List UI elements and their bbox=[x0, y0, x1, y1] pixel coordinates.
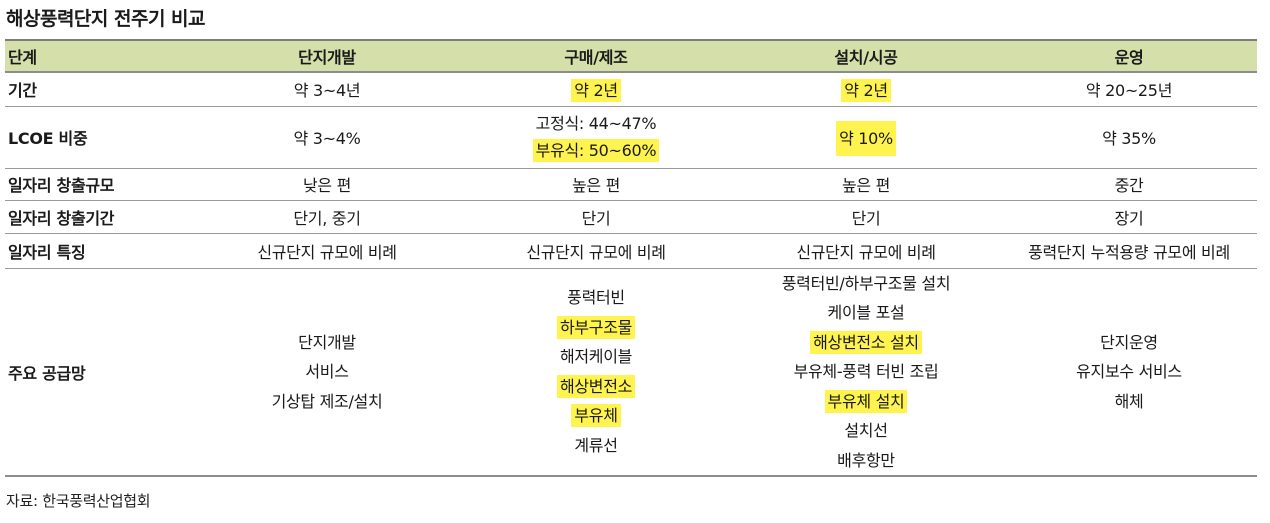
cell-period-dev: 약 3~4년 bbox=[193, 72, 461, 107]
table-row: 일자리 창출기간 단기, 중기 단기 단기 장기 bbox=[5, 200, 1257, 234]
list-item: 설치선 bbox=[844, 421, 888, 440]
cell-supply-operate: 단지운영 유지보수 서비스 해체 bbox=[1001, 268, 1257, 477]
cell-job-feature-dev: 신규단지 규모에 비례 bbox=[193, 233, 461, 269]
row-label-supply-chain: 주요 공급망 bbox=[5, 268, 193, 477]
row-label-lcoe: LCOE 비중 bbox=[5, 106, 193, 169]
lcoe-floating: 부유식: 50~60% bbox=[532, 139, 660, 162]
highlighted-text: 약 2년 bbox=[841, 79, 891, 103]
list-item: 계류선 bbox=[574, 435, 618, 455]
cell-job-scale-operate: 중간 bbox=[1001, 168, 1257, 201]
cell-job-period-dev: 단기, 중기 bbox=[193, 200, 461, 234]
row-label-job-feature: 일자리 특징 bbox=[5, 233, 193, 269]
highlighted-text: 약 2년 bbox=[571, 79, 621, 103]
list-item: 부유체 설치 bbox=[824, 389, 908, 413]
cell-job-feature-install: 신규단지 규모에 비례 bbox=[731, 233, 1001, 269]
list-item: 해저케이블 bbox=[559, 347, 633, 367]
cell-lcoe-operate: 약 35% bbox=[1001, 106, 1257, 169]
list-item: 풍력터빈 bbox=[567, 288, 625, 308]
cell-lcoe-purchase: 고정식: 44~47% 부유식: 50~60% bbox=[461, 106, 731, 169]
cell-period-install: 약 2년 bbox=[731, 72, 1001, 107]
table-row: 기간 약 3~4년 약 2년 약 2년 약 20~25년 bbox=[5, 72, 1257, 107]
list-item: 해상변전소 bbox=[556, 374, 636, 398]
table-header-row: 단계 단지개발 구매/제조 설치/시공 운영 bbox=[5, 39, 1257, 73]
header-installation: 설치/시공 bbox=[731, 39, 1001, 73]
list-item: 단지운영 bbox=[1100, 332, 1158, 352]
list-item: 부유체-풍력 터빈 조립 bbox=[793, 362, 939, 381]
list-item: 서비스 bbox=[305, 362, 349, 381]
row-label-job-scale: 일자리 창출규모 bbox=[5, 168, 193, 201]
list-item: 해체 bbox=[1114, 391, 1144, 411]
source-note: 자료: 한국풍력산업협회 bbox=[6, 492, 151, 510]
cell-lcoe-install: 약 10% bbox=[731, 106, 1001, 169]
header-stage: 단계 bbox=[5, 39, 193, 73]
list-item: 부유체 bbox=[571, 404, 621, 428]
row-label-job-period: 일자리 창출기간 bbox=[5, 200, 193, 234]
cell-job-period-install: 단기 bbox=[731, 200, 1001, 234]
list-item: 풍력터빈/하부구조물 설치 bbox=[781, 273, 951, 293]
table-row: 일자리 창출규모 낮은 편 높은 편 높은 편 중간 bbox=[5, 168, 1257, 201]
cell-job-scale-dev: 낮은 편 bbox=[193, 168, 461, 201]
cell-job-scale-purchase: 높은 편 bbox=[461, 168, 731, 201]
cell-period-purchase: 약 2년 bbox=[461, 72, 731, 107]
list-item: 하부구조물 bbox=[556, 315, 636, 339]
cell-lcoe-dev: 약 3~4% bbox=[193, 106, 461, 169]
document-title: 해상풍력단지 전주기 비교 bbox=[6, 8, 206, 30]
cell-job-scale-install: 높은 편 bbox=[731, 168, 1001, 201]
header-purchase-manufacture: 구매/제조 bbox=[461, 39, 731, 73]
list-item: 단지개발 bbox=[298, 332, 356, 352]
header-development: 단지개발 bbox=[193, 39, 461, 73]
row-label-period: 기간 bbox=[5, 72, 193, 107]
table-row: LCOE 비중 약 3~4% 고정식: 44~47% 부유식: 50~60% 약… bbox=[5, 106, 1257, 169]
header-operation: 운영 bbox=[1001, 39, 1257, 73]
lcoe-fixed: 고정식: 44~47% bbox=[535, 114, 657, 133]
cell-period-operate: 약 20~25년 bbox=[1001, 72, 1257, 107]
cell-supply-dev: 단지개발 서비스 기상탑 제조/설치 bbox=[193, 268, 461, 477]
cell-job-feature-purchase: 신규단지 규모에 비례 bbox=[461, 233, 731, 269]
list-item: 해상변전소 설치 bbox=[810, 330, 922, 354]
cell-job-period-operate: 장기 bbox=[1001, 200, 1257, 234]
list-item: 유지보수 서비스 bbox=[1076, 362, 1182, 381]
list-item: 기상탑 제조/설치 bbox=[271, 391, 383, 411]
list-item: 배후항만 bbox=[837, 450, 895, 470]
cell-job-period-purchase: 단기 bbox=[461, 200, 731, 234]
list-item: 케이블 포설 bbox=[827, 303, 905, 322]
highlighted-text: 약 10% bbox=[836, 121, 896, 156]
cell-job-feature-operate: 풍력단지 누적용량 규모에 비례 bbox=[1001, 233, 1257, 269]
cell-supply-purchase: 풍력터빈 하부구조물 해저케이블 해상변전소 부유체 계류선 bbox=[461, 268, 731, 477]
table-row: 일자리 특징 신규단지 규모에 비례 신규단지 규모에 비례 신규단지 규모에 … bbox=[5, 233, 1257, 269]
lifecycle-comparison-table: 단계 단지개발 구매/제조 설치/시공 운영 기간 약 3~4년 약 2년 약 … bbox=[5, 39, 1257, 477]
table-row: 주요 공급망 단지개발 서비스 기상탑 제조/설치 풍력터빈 하부구조물 해저케… bbox=[5, 268, 1257, 477]
cell-supply-install: 풍력터빈/하부구조물 설치 케이블 포설 해상변전소 설치 부유체-풍력 터빈 … bbox=[731, 268, 1001, 477]
